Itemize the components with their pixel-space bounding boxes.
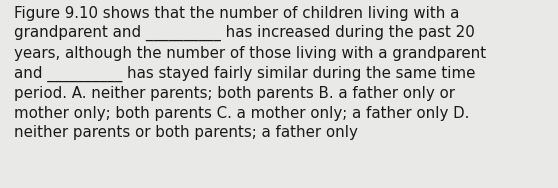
Text: Figure 9.10 shows that the number of children living with a
grandparent and ____: Figure 9.10 shows that the number of chi…: [14, 6, 486, 140]
